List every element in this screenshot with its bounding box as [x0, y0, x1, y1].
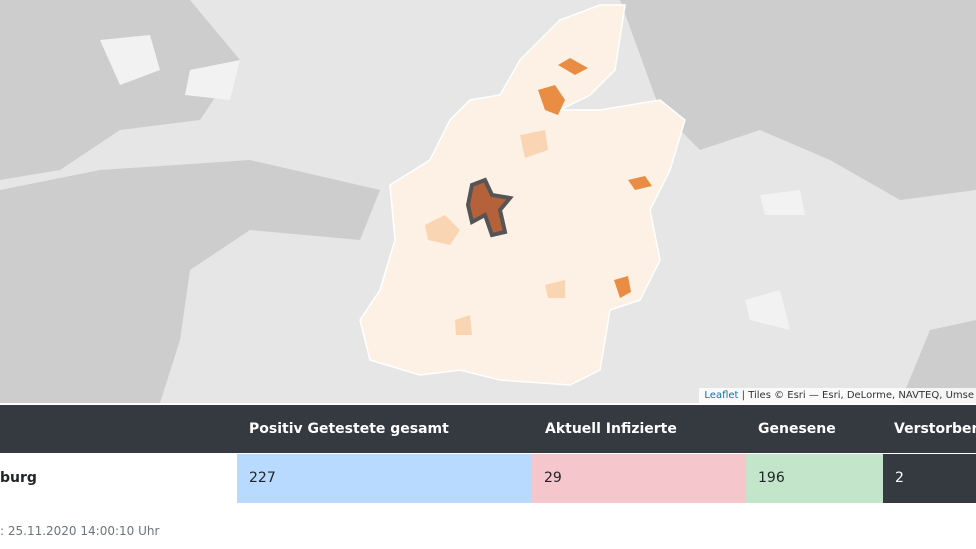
table-header: Positiv Getestete gesamt Aktuell Infizie… — [0, 405, 976, 453]
district — [359, 4, 686, 386]
infected-cell: 29 — [532, 454, 746, 503]
table-row: burg 227 29 196 2 — [0, 454, 976, 503]
region — [425, 130, 565, 335]
water — [900, 320, 976, 403]
recovered-cell: 196 — [746, 454, 883, 503]
header-cell: Aktuell Infizierte — [545, 421, 677, 437]
header-cell: Positiv Getestete gesamt — [249, 421, 449, 437]
district-name: burg — [0, 470, 37, 486]
header-cell: Genesene — [758, 421, 836, 437]
map-tiles — [0, 0, 976, 403]
attribution-text: | Tiles © Esri — Esri, DeLorme, NAVTEQ, … — [741, 390, 974, 401]
attribution: Leaflet | Tiles © Esri — Esri, DeLorme, … — [699, 388, 976, 403]
water — [0, 160, 380, 403]
map[interactable]: Leaflet | Tiles © Esri — Esri, DeLorme, … — [0, 0, 976, 403]
selected-region[interactable] — [465, 177, 514, 238]
water — [620, 0, 976, 200]
water — [0, 0, 240, 180]
deceased-cell: 2 — [883, 454, 976, 503]
leaflet-link[interactable]: Leaflet — [704, 390, 739, 401]
total-cell: 227 — [237, 454, 532, 503]
timestamp: : 25.11.2020 14:00:10 Uhr — [0, 524, 160, 538]
header-cell: Verstorben — [894, 421, 976, 437]
